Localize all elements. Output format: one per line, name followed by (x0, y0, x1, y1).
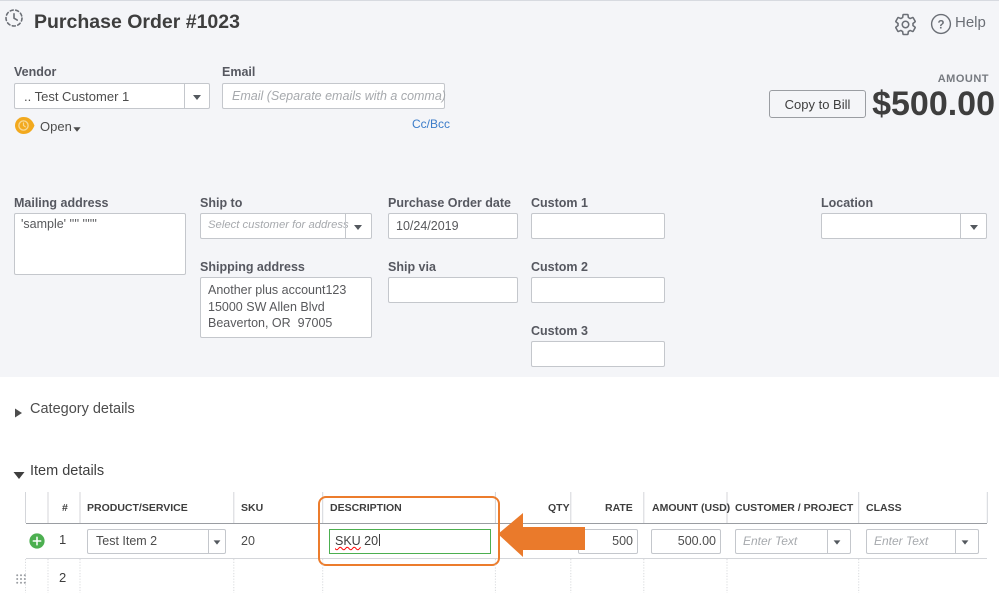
svg-text:?: ? (937, 20, 944, 32)
